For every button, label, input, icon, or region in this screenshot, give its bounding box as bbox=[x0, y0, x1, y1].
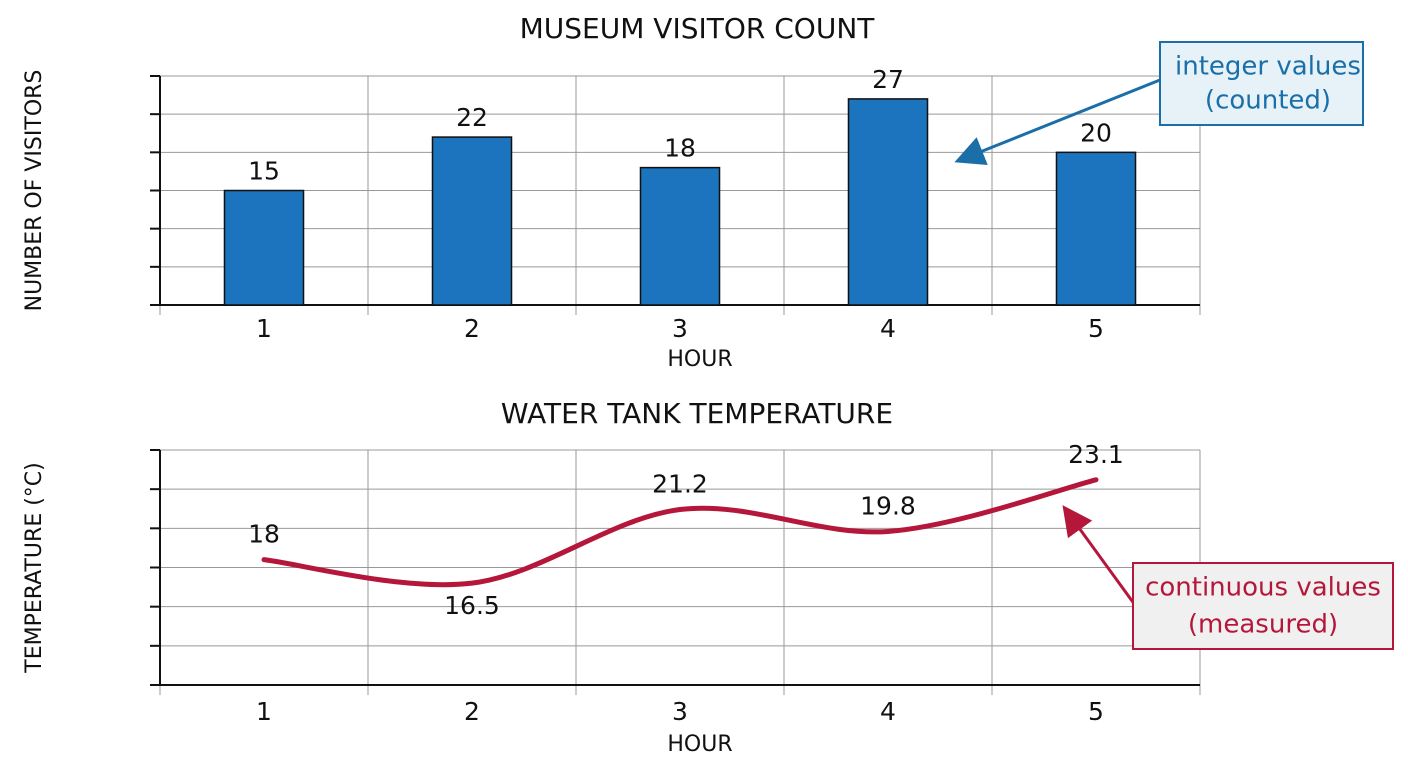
annotation: integer values (counted) bbox=[954, 41, 1364, 166]
chart-title: MUSEUM VISITOR COUNT bbox=[520, 12, 876, 45]
value-label: 16.5 bbox=[444, 591, 500, 620]
x-tick-label: 1 bbox=[256, 314, 272, 343]
annotation-box bbox=[1159, 41, 1364, 126]
bar bbox=[1055, 151, 1137, 306]
annotation: continuous values (measured) bbox=[1062, 505, 1394, 650]
x-axis-label: HOUR bbox=[667, 347, 732, 372]
value-label: 18 bbox=[664, 134, 696, 163]
value-label: 27 bbox=[872, 65, 904, 94]
bar bbox=[431, 136, 513, 306]
bar bbox=[847, 98, 929, 306]
annotation-text: (counted) bbox=[1205, 86, 1331, 116]
value-label: 22 bbox=[456, 103, 488, 132]
annotation-text: (measured) bbox=[1188, 610, 1338, 640]
annotation-arrow bbox=[954, 78, 1161, 166]
annotation-text: continuous values bbox=[1145, 573, 1381, 603]
x-tick-label: 3 bbox=[672, 314, 688, 343]
x-tick-label: 3 bbox=[672, 697, 688, 726]
value-label: 20 bbox=[1080, 118, 1112, 147]
chart-title: WATER TANK TEMPERATURE bbox=[501, 397, 893, 430]
x-tick-label: 5 bbox=[1088, 314, 1104, 343]
x-tick-label: 5 bbox=[1088, 697, 1104, 726]
x-tick-label: 2 bbox=[464, 697, 480, 726]
y-axis-label: NUMBER OF VISITORS bbox=[22, 70, 47, 312]
value-label: 21.2 bbox=[652, 470, 708, 499]
x-tick-label: 2 bbox=[464, 314, 480, 343]
value-label: 19.8 bbox=[860, 491, 916, 520]
value-label: 15 bbox=[248, 157, 280, 186]
x-axis-label: HOUR bbox=[667, 732, 732, 757]
value-label: 18 bbox=[248, 520, 280, 549]
annotation-text: integer values bbox=[1175, 52, 1361, 82]
x-tick-label: 4 bbox=[880, 314, 896, 343]
x-tick-label: 4 bbox=[880, 697, 896, 726]
annotation-arrow bbox=[1062, 505, 1137, 606]
bar bbox=[639, 166, 721, 306]
bar bbox=[223, 189, 305, 306]
y-axis-label: TEMPERATURE (°C) bbox=[22, 462, 47, 673]
annotation-box bbox=[1132, 562, 1394, 650]
x-tick-label: 1 bbox=[256, 697, 272, 726]
line bbox=[261, 477, 1099, 588]
value-label: 23.1 bbox=[1068, 440, 1124, 469]
